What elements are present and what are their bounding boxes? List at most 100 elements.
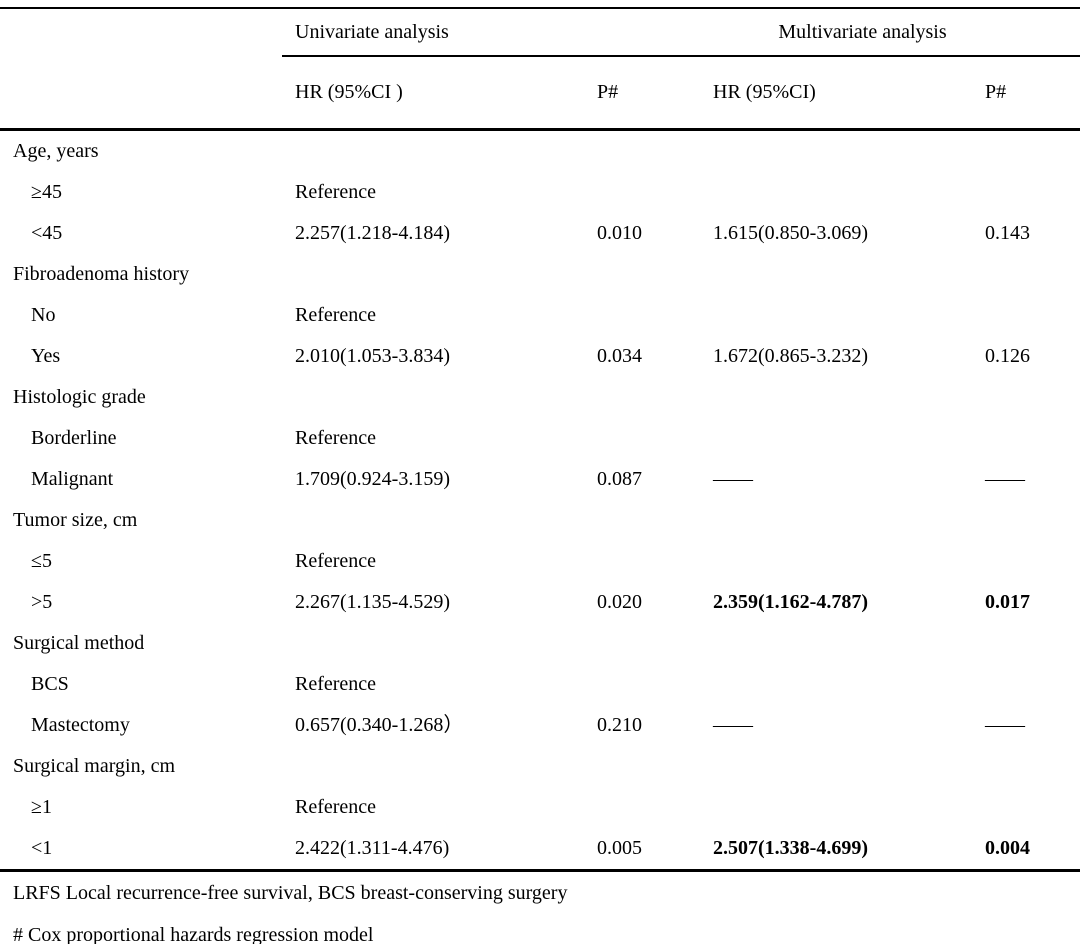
hr-univariate-cell: 2.267(1.135-4.529) bbox=[295, 591, 450, 613]
p-multivariate-cell: —— bbox=[985, 468, 1025, 490]
p-univariate-cell: 0.020 bbox=[597, 591, 642, 613]
p-multivariate-cell bbox=[972, 172, 1080, 213]
hr-multivariate-cell bbox=[700, 295, 972, 336]
p-multivariate-cell bbox=[972, 500, 1080, 541]
row-label: <1 bbox=[31, 837, 53, 859]
p-multivariate-cell: 0.004 bbox=[985, 837, 1030, 859]
p-univariate-cell bbox=[584, 664, 700, 705]
p-multivariate-cell bbox=[972, 295, 1080, 336]
hr-univariate-cell: 2.257(1.218-4.184) bbox=[295, 222, 450, 244]
hr-univariate-cell: Reference bbox=[295, 673, 377, 695]
table-subcategory-row: Malignant 1.709(0.924-3.159) 0.087 —— —— bbox=[0, 459, 1080, 500]
hr-univariate-cell: 0.657(0.340-1.268） bbox=[295, 714, 464, 736]
hr-multivariate-cell bbox=[700, 377, 972, 418]
p-multivariate-cell: 0.143 bbox=[985, 222, 1030, 244]
p-multivariate-cell bbox=[972, 746, 1080, 787]
row-label: Age, years bbox=[13, 140, 99, 162]
cox-regression-table: Univariate analysis Multivariate analysi… bbox=[0, 7, 1080, 872]
row-label: BCS bbox=[31, 673, 69, 695]
column-header-row: HR (95%CI ) P# HR (95%CI) P# bbox=[0, 56, 1080, 131]
table-subcategory-row: Borderline Reference bbox=[0, 418, 1080, 459]
hr-univariate-cell: Reference bbox=[295, 181, 377, 203]
p-univariate-cell bbox=[584, 377, 700, 418]
hr-multivariate-cell bbox=[700, 418, 972, 459]
row-label: Surgical method bbox=[13, 632, 145, 654]
row-label: <45 bbox=[31, 222, 63, 244]
row-label: Yes bbox=[31, 345, 61, 367]
hr-multivariate-cell: 1.615(0.850-3.069) bbox=[713, 222, 868, 244]
p-multivariate-header: P# bbox=[972, 56, 1080, 131]
hr-univariate-cell: Reference bbox=[295, 304, 377, 326]
p-multivariate-cell bbox=[972, 377, 1080, 418]
hr-multivariate-cell: 1.672(0.865-3.232) bbox=[713, 345, 868, 367]
hr-multivariate-cell bbox=[700, 746, 972, 787]
footnote-cox-model: # Cox proportional hazards regression mo… bbox=[13, 924, 374, 944]
hr-univariate-cell bbox=[282, 623, 584, 664]
p-univariate-cell bbox=[584, 172, 700, 213]
p-univariate-cell: 0.010 bbox=[597, 222, 642, 244]
row-label: Surgical margin, cm bbox=[13, 755, 176, 777]
table-subcategory-row: Yes 2.010(1.053-3.834) 0.034 1.672(0.865-3.… bbox=[0, 336, 1080, 377]
hr-univariate-cell bbox=[282, 746, 584, 787]
hr-univariate-cell bbox=[282, 500, 584, 541]
p-univariate-cell bbox=[584, 295, 700, 336]
hr-univariate-header: HR (95%CI ) bbox=[282, 56, 584, 131]
hr-multivariate-header: HR (95%CI) bbox=[700, 56, 972, 131]
table-subcategory-row: ≥1 Reference bbox=[0, 787, 1080, 828]
group-header-row: Univariate analysis Multivariate analysi… bbox=[0, 8, 1080, 57]
p-univariate-cell bbox=[584, 500, 700, 541]
hr-multivariate-cell bbox=[700, 130, 972, 173]
hr-univariate-cell bbox=[282, 377, 584, 418]
row-label: Fibroadenoma history bbox=[13, 263, 190, 285]
hr-multivariate-cell bbox=[700, 500, 972, 541]
footnote-abbreviations: LRFS Local recurrence-free survival, BCS… bbox=[13, 882, 568, 904]
row-label: >5 bbox=[31, 591, 53, 613]
univariate-group-header: Univariate analysis bbox=[282, 8, 700, 57]
p-univariate-cell: 0.005 bbox=[597, 837, 642, 859]
hr-multivariate-cell: 2.507(1.338-4.699) bbox=[713, 837, 868, 859]
row-label: Mastectomy bbox=[31, 714, 130, 736]
p-multivariate-cell bbox=[972, 254, 1080, 295]
p-univariate-cell bbox=[584, 541, 700, 582]
table-category-row: Histologic grade bbox=[0, 377, 1080, 418]
table-subcategory-row: Mastectomy 0.657(0.340-1.268） 0.210 —— —— bbox=[0, 705, 1080, 746]
row-label: Tumor size, cm bbox=[13, 509, 138, 531]
table-subcategory-row: ≥45 Reference bbox=[0, 172, 1080, 213]
hr-univariate-cell: 1.709(0.924-3.159) bbox=[295, 468, 450, 490]
row-label: No bbox=[31, 304, 56, 326]
hr-univariate-cell: Reference bbox=[295, 550, 377, 572]
hr-univariate-cell: Reference bbox=[295, 427, 377, 449]
hr-multivariate-cell bbox=[700, 172, 972, 213]
table-category-row: Fibroadenoma history bbox=[0, 254, 1080, 295]
hr-univariate-cell bbox=[282, 254, 584, 295]
hr-multivariate-cell bbox=[700, 541, 972, 582]
row-label: Malignant bbox=[31, 468, 114, 490]
p-multivariate-cell bbox=[972, 787, 1080, 828]
table-subcategory-row: ≤5 Reference bbox=[0, 541, 1080, 582]
p-univariate-cell bbox=[584, 418, 700, 459]
table-footnotes: LRFS Local recurrence-free survival, BCS… bbox=[0, 882, 1080, 944]
empty-corner-cell bbox=[0, 8, 282, 56]
multivariate-group-header: Multivariate analysis bbox=[700, 8, 1080, 57]
p-multivariate-cell bbox=[972, 664, 1080, 705]
hr-multivariate-cell: 2.359(1.162-4.787) bbox=[713, 591, 868, 613]
p-univariate-cell: 0.087 bbox=[597, 468, 642, 490]
p-multivariate-cell bbox=[972, 623, 1080, 664]
row-label: Borderline bbox=[31, 427, 117, 449]
row-label: ≤5 bbox=[31, 550, 52, 572]
p-univariate-cell bbox=[584, 746, 700, 787]
row-label: ≥45 bbox=[31, 181, 62, 203]
hr-multivariate-cell bbox=[700, 787, 972, 828]
p-univariate-cell bbox=[584, 254, 700, 295]
p-univariate-cell: 0.210 bbox=[597, 714, 642, 736]
hr-multivariate-cell bbox=[700, 664, 972, 705]
table-body: Age, years ≥45 Reference <45 2.257(1.218-4.1… bbox=[0, 130, 1080, 871]
p-univariate-cell bbox=[584, 623, 700, 664]
p-univariate-cell bbox=[584, 787, 700, 828]
p-multivariate-cell: —— bbox=[985, 714, 1025, 736]
hr-multivariate-cell bbox=[700, 254, 972, 295]
table-category-row: Tumor size, cm bbox=[0, 500, 1080, 541]
hr-univariate-cell bbox=[282, 130, 584, 173]
label-column-header bbox=[0, 56, 282, 131]
